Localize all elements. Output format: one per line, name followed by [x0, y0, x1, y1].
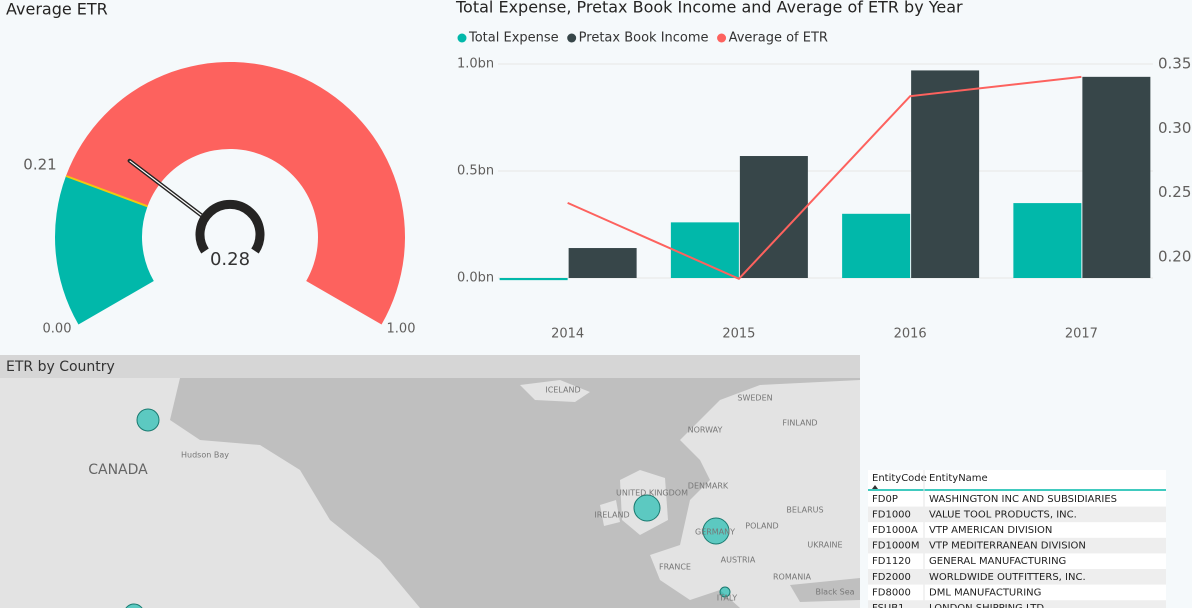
table-cell: WASHINGTON INC AND SUBSIDIARIES — [929, 494, 1117, 505]
y-tick-label: 1.0bn — [457, 57, 494, 72]
y2-tick-label: 0.30 — [1158, 119, 1191, 137]
map-bubble[interactable] — [124, 603, 144, 608]
bar — [911, 70, 980, 278]
map-label: BELARUS — [786, 506, 823, 515]
y2-tick-label: 0.35 — [1158, 55, 1191, 73]
y-tick-label: 0.0bn — [457, 271, 494, 286]
land-ireland — [600, 500, 620, 526]
map-label: NORWAY — [688, 426, 723, 435]
map-title: ETR by Country — [6, 359, 115, 375]
water-black-sea — [790, 578, 860, 602]
map-label: UKRAINE — [807, 541, 842, 550]
land-north-america — [0, 378, 420, 608]
map-label: SWEDEN — [737, 394, 772, 403]
land-europe — [650, 380, 860, 608]
map-label: POLAND — [745, 522, 778, 531]
x-tick-label: 2014 — [551, 327, 584, 342]
combo-title: Total Expense, Pretax Book Income and Av… — [455, 0, 963, 17]
gauge-fill — [55, 175, 154, 325]
line-series — [567, 75, 1082, 280]
gauge-title: Average ETR — [6, 0, 108, 19]
bar — [670, 222, 739, 278]
y2-tick-label: 0.25 — [1158, 183, 1191, 201]
map-panel: ETR by Country — [0, 355, 860, 608]
map-label: AUSTRIA — [721, 556, 756, 565]
map-header — [0, 355, 860, 378]
map-label: FRANCE — [659, 563, 691, 572]
bar — [568, 248, 637, 278]
bar — [842, 213, 911, 278]
map-bubble[interactable] — [633, 494, 661, 522]
table-row-band — [868, 569, 1166, 585]
table-cell: FD1000 — [872, 509, 911, 520]
map-bubble[interactable] — [719, 586, 731, 598]
table-cell: WORLDWIDE OUTFITTERS, INC. — [929, 572, 1086, 583]
table-cell: FSUB1 — [872, 603, 904, 608]
bar — [499, 278, 568, 281]
gauge-min-label: 0.00 — [43, 322, 72, 337]
map-label: ITALY — [717, 594, 737, 603]
legend-swatch — [567, 33, 577, 43]
table-row-band — [868, 600, 1166, 608]
map-label: Black Sea — [815, 588, 854, 597]
table-cell: VTP MEDITERRANEAN DIVISION — [929, 541, 1086, 552]
table-cell: FD1000A — [872, 525, 918, 536]
map-label: FINLAND — [782, 419, 817, 428]
land-iceland — [520, 380, 590, 402]
map-label: Hudson Bay — [181, 451, 229, 460]
legend-swatch — [457, 33, 467, 43]
map-label: UNITED KINGDOM — [616, 489, 688, 498]
x-tick-label: 2017 — [1065, 327, 1098, 342]
map-label: ROMANIA — [773, 573, 812, 582]
table-header: EntityName — [929, 473, 988, 484]
gauge-needle-core — [129, 160, 207, 220]
table-cell: FD2000 — [872, 572, 911, 583]
y-tick-label: 0.5bn — [457, 164, 494, 179]
bar — [1013, 203, 1082, 278]
table-cell: VALUE TOOL PRODUCTS, INC. — [929, 509, 1077, 520]
gauge-remainder — [65, 61, 406, 325]
map-label: GERMANY — [695, 528, 735, 537]
x-tick-label: 2016 — [894, 327, 927, 342]
map-label: IRELAND — [594, 511, 629, 520]
sort-arrow — [872, 485, 878, 489]
gauge-target — [65, 175, 148, 208]
gauge-hub — [195, 199, 265, 254]
map-label: DENMARK — [688, 482, 729, 491]
table-cell: LONDON SHIPPING LTD — [929, 603, 1044, 608]
map-bubble[interactable] — [702, 517, 730, 545]
legend-label: Average of ETR — [729, 31, 828, 46]
table-cell: VTP AMERICAN DIVISION — [929, 525, 1052, 536]
table-cell: GENERAL MANUFACTURING — [929, 556, 1066, 567]
gauge-target-label: 0.21 — [23, 156, 56, 174]
table-cell: FD1120 — [872, 556, 911, 567]
gauge-max-label: 1.00 — [387, 322, 416, 337]
table-cell: DML MANUFACTURING — [929, 587, 1041, 598]
table-cell: FD8000 — [872, 587, 911, 598]
y2-tick-label: 0.20 — [1158, 247, 1191, 265]
legend-swatch — [717, 33, 727, 43]
map-bubble[interactable] — [136, 408, 160, 432]
table-cell: FD1000M — [872, 541, 920, 552]
table-row-band — [868, 537, 1166, 554]
map-label: ICELAND — [545, 386, 580, 395]
gauge-value: 0.28 — [210, 249, 250, 270]
table-row-band — [868, 506, 1166, 523]
table-cell: FD0P — [872, 494, 898, 505]
map-label: CANADA — [88, 462, 148, 478]
legend-label: Total Expense — [468, 31, 559, 46]
legend-label: Pretax Book Income — [579, 31, 709, 46]
bar — [1082, 76, 1151, 278]
x-tick-label: 2015 — [722, 327, 755, 342]
table-header: EntityCode — [872, 473, 927, 484]
